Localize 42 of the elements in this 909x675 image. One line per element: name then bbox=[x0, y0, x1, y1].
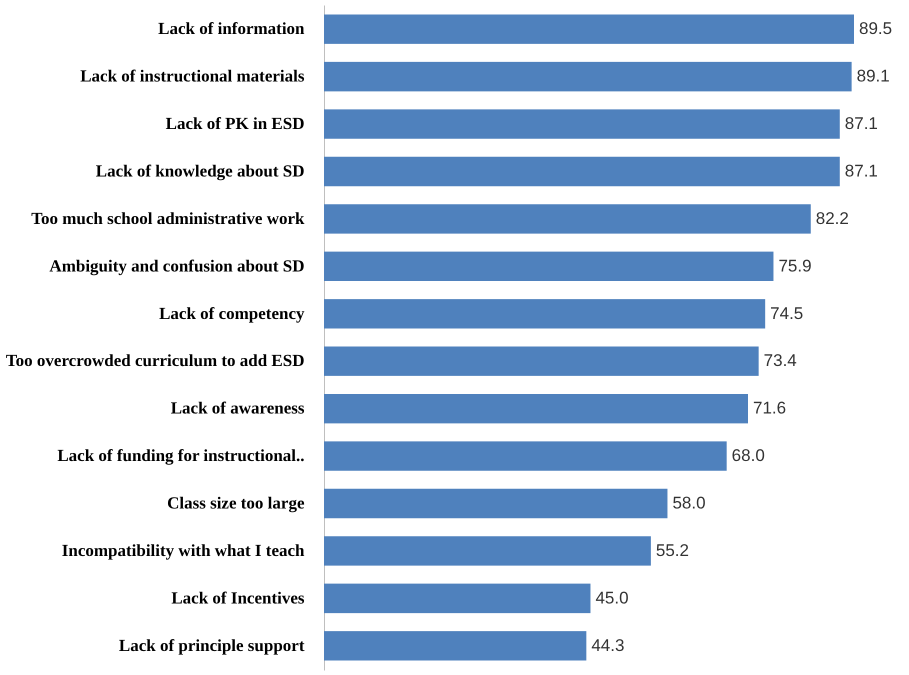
y-tick-label: Lack of principle support bbox=[118, 636, 305, 655]
y-tick-label: Lack of funding for instructional.. bbox=[57, 446, 304, 466]
y-tick-label: Class size too large bbox=[167, 494, 305, 513]
y-tick-label: Lack of information bbox=[158, 19, 306, 38]
data-label: 87.1 bbox=[844, 161, 878, 180]
data-label: 45.0 bbox=[595, 588, 629, 608]
data-label: 74.5 bbox=[770, 304, 804, 323]
bar bbox=[324, 584, 590, 614]
y-tick-label: Incompatibility with what I teach bbox=[62, 540, 306, 560]
bar bbox=[324, 62, 852, 92]
y-tick-label: Too overcrowded curriculum to add ESD bbox=[6, 351, 304, 370]
bar bbox=[324, 156, 840, 186]
data-label: 44.3 bbox=[591, 636, 624, 655]
data-label: 89.1 bbox=[856, 66, 890, 86]
y-tick-label: Lack of instructional materials bbox=[80, 66, 305, 86]
data-label: 75.9 bbox=[778, 256, 812, 276]
bar bbox=[324, 109, 840, 139]
bar bbox=[324, 299, 766, 328]
data-label: 82.2 bbox=[816, 208, 849, 228]
bar bbox=[324, 536, 651, 566]
y-tick-label: Ambiguity and confusion about SD bbox=[49, 256, 304, 276]
y-tick-label: Lack of competency bbox=[159, 304, 305, 323]
bar bbox=[324, 394, 748, 424]
y-tick-label: Lack of PK in ESD bbox=[166, 114, 304, 134]
y-tick-label: Lack of Incentives bbox=[171, 588, 305, 608]
y-tick-label: Too much school administrative work bbox=[31, 208, 306, 228]
data-label: 89.5 bbox=[859, 19, 892, 38]
data-label: 55.2 bbox=[656, 540, 689, 560]
data-label: 87.1 bbox=[844, 114, 878, 134]
y-tick-label: Lack of awareness bbox=[170, 398, 305, 418]
bar bbox=[324, 441, 727, 471]
data-label: 58.0 bbox=[672, 494, 706, 513]
bar bbox=[324, 14, 854, 44]
bar bbox=[324, 204, 811, 234]
data-label: 71.6 bbox=[753, 398, 786, 418]
y-tick-label: Lack of knowledge about SD bbox=[96, 161, 304, 180]
bar bbox=[324, 631, 586, 661]
bar bbox=[324, 488, 668, 518]
bar bbox=[324, 252, 774, 282]
data-label: 73.4 bbox=[764, 351, 797, 370]
bar bbox=[324, 346, 759, 376]
data-label: 68.0 bbox=[732, 446, 765, 466]
